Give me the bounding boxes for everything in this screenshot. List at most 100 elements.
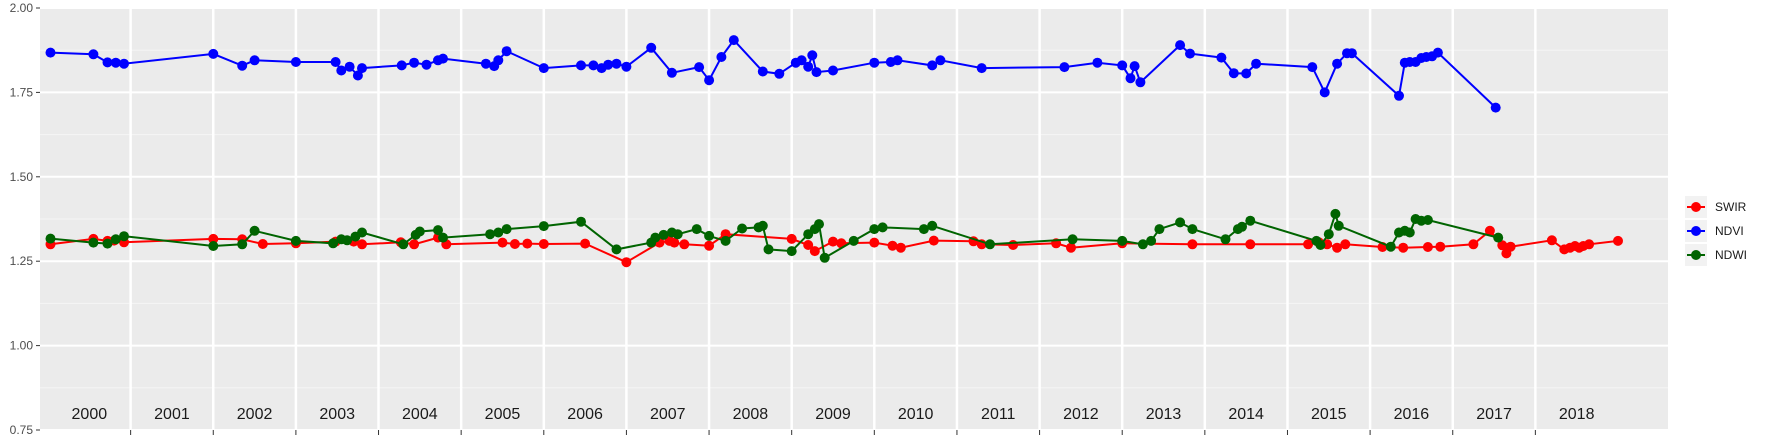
point-swir [580,238,591,249]
point-ndwi [763,244,774,255]
point-ndwi [357,227,367,238]
point-ndvi [1185,48,1195,59]
point-ndwi [658,229,669,240]
point-ndwi [869,224,880,235]
point-ndwi [672,229,683,240]
point-ndwi [814,219,824,230]
y-tick-label: 1.50 [10,170,34,184]
point-ndwi [290,235,301,246]
point-ndvi [357,63,367,74]
legend-label-ndvi: NDVI [1715,224,1744,238]
point-ndwi [438,232,448,243]
point-ndvi [976,63,987,74]
point-ndvi [927,60,938,71]
point-ndwi [342,235,353,246]
point-ndvi [828,65,838,76]
point-swir [509,239,520,249]
y-tick-label: 1.75 [10,85,34,99]
point-ndvi [538,63,549,74]
point-swir [679,239,690,250]
point-ndwi [398,239,409,250]
year-label: 2018 [1559,406,1595,423]
point-ndwi [1237,221,1247,232]
point-swir [357,239,367,250]
y-tick-label: 0.75 [10,423,34,437]
point-ndvi [1092,57,1103,68]
legend-key-point-ndwi [1691,250,1701,260]
point-ndwi [650,232,661,243]
point-ndvi [1117,60,1128,71]
legend-key-point-ndvi [1691,226,1701,236]
point-ndvi [935,55,946,66]
point-swir [409,239,420,250]
point-ndvi [796,55,807,66]
point-ndvi [1251,58,1262,69]
point-ndvi [588,60,599,71]
point-ndwi [877,222,888,233]
point-ndwi [757,220,768,231]
point-swir [786,233,797,244]
point-swir [895,242,906,253]
year-label: 2014 [1228,406,1264,423]
point-ndvi [1216,52,1227,63]
point-swir [1422,242,1433,252]
point-ndvi [409,57,420,68]
point-ndwi [88,237,99,248]
point-ndvi [480,58,491,69]
y-tick-label: 1.25 [10,254,34,268]
point-swir [1468,239,1479,250]
point-ndwi [1323,229,1334,240]
point-ndvi [396,60,407,71]
point-ndvi [45,47,56,58]
point-ndvi [119,58,129,69]
point-swir [1245,239,1256,250]
point-swir [1497,240,1508,251]
point-swir [887,240,898,251]
year-label: 2007 [650,406,686,423]
point-ndwi [433,225,443,236]
point-ndwi [45,233,56,244]
point-ndwi [119,231,129,242]
point-ndwi [720,235,731,246]
legend-key-point-swir [1691,202,1701,212]
point-ndvi [1307,62,1318,73]
point-swir [1484,225,1495,236]
point-swir [928,235,939,246]
year-label: 2004 [402,406,438,423]
point-ndwi [848,235,859,246]
point-ndwi [1330,208,1341,219]
point-swir [1435,241,1446,252]
point-swir [1303,239,1314,250]
point-ndvi [803,61,814,72]
point-ndvi [1319,87,1330,98]
year-label: 2013 [1146,406,1182,423]
point-swir [257,239,268,249]
point-ndwi [237,239,248,250]
point-ndwi [1175,217,1186,228]
point-ndwi [704,230,715,241]
point-ndvi [704,75,715,86]
point-ndvi [757,66,768,77]
point-ndvi [438,53,448,64]
point-ndvi [807,50,818,61]
point-ndvi [1228,68,1239,79]
point-swir [1546,235,1557,246]
y-tick-label: 2.00 [10,1,34,15]
point-ndwi [501,224,512,235]
point-ndvi [249,55,260,66]
year-label: 2011 [981,406,1016,423]
point-ndvi [1332,58,1343,69]
point-ndvi [1059,62,1070,73]
point-ndvi [716,52,727,62]
point-ndwi [414,226,425,237]
point-ndwi [493,227,504,238]
point-ndvi [110,57,121,68]
point-ndwi [737,223,748,234]
point-ndwi [1137,239,1148,250]
point-swir [803,240,814,250]
year-label: 2016 [1394,406,1430,423]
year-label: 2003 [319,406,355,423]
point-ndvi [576,60,586,71]
point-ndwi [1333,220,1344,231]
point-swir [704,240,715,251]
